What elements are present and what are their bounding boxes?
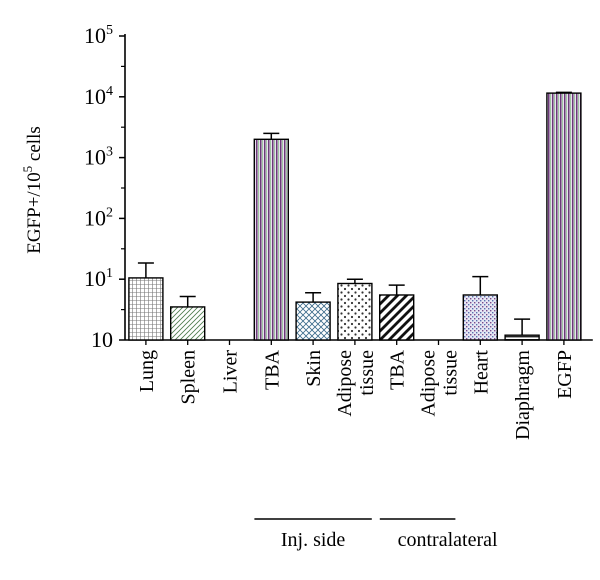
- category-label: Heart: [470, 350, 492, 395]
- bar: [462, 294, 498, 341]
- y-tick-label: 103: [84, 145, 113, 170]
- bars: [128, 91, 582, 341]
- bar: [128, 277, 164, 341]
- bar: [295, 301, 331, 341]
- bar: [169, 306, 206, 341]
- group-label: Inj. side: [281, 529, 346, 551]
- y-tick-label: 105: [84, 23, 113, 48]
- category-label: Spleen: [178, 350, 200, 404]
- y-tick-label: 10: [91, 327, 113, 352]
- category-label: Liver: [220, 350, 242, 394]
- category-label: EGFP: [554, 350, 576, 399]
- category-label: TBA: [387, 349, 409, 390]
- category-label: Skin: [303, 350, 325, 387]
- bar: [504, 334, 540, 341]
- y-tick-label: 101: [84, 266, 113, 291]
- category-label: Lung: [136, 350, 158, 392]
- y-axis-label: EGFP+/105 cells: [20, 126, 45, 254]
- y-tick-label: 102: [84, 205, 113, 230]
- category-label: Adipose: [334, 350, 356, 417]
- category-labels: Lung Spleen Liver TBA Skin Adipose tissue TBA Ad…: [136, 340, 576, 440]
- category-label: Adipose: [418, 350, 440, 417]
- bar: [253, 138, 290, 341]
- bar: [546, 92, 582, 341]
- group-label: contralateral: [398, 529, 498, 551]
- bar: [379, 294, 415, 341]
- category-label: Diaphragm: [512, 350, 534, 440]
- category-label: TBA: [261, 349, 283, 390]
- bar: [337, 282, 373, 341]
- category-label: tissue: [440, 350, 462, 396]
- group-brackets: Inj. side contralateral: [254, 518, 498, 551]
- y-tick-label: 104: [84, 84, 113, 109]
- category-label: tissue: [356, 350, 378, 396]
